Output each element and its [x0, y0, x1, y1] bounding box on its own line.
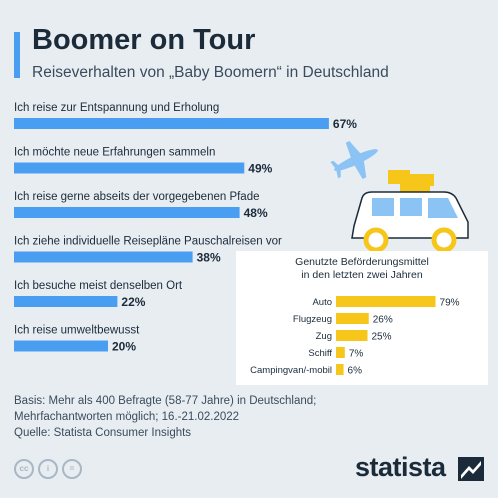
inset-bar: [336, 330, 368, 341]
by-icon[interactable]: i: [38, 459, 58, 479]
main-value-label: 22%: [121, 295, 145, 309]
inset-value-label: 26%: [373, 315, 393, 326]
inset-category-label: Zug: [316, 331, 332, 342]
main-category-label: Ich reise gerne abseits der vorgegebenen…: [14, 191, 260, 203]
main-bar: [14, 118, 329, 129]
main-bar: [14, 207, 240, 218]
footer-basis-line-2: Mehrfachantworten möglich; 16.-21.02.202…: [14, 411, 240, 423]
inset-title-line-2: in den letzten zwei Jahren: [301, 269, 423, 281]
inset-chart-card: Genutzte Beförderungsmittel in den letzt…: [236, 251, 488, 385]
main-value-label: 20%: [112, 340, 136, 354]
statista-logo-icon[interactable]: [458, 457, 484, 481]
main-category-label: Ich ziehe individuelle Reisepläne Pausch…: [14, 236, 282, 248]
main-category-label: Ich reise zur Entspannung und Erholung: [14, 102, 219, 114]
main-bar: [14, 162, 245, 174]
inset-category-label: Campingvan/-mobil: [250, 365, 332, 376]
page-subtitle: Reiseverhalten von „Baby Boomern“ in Deu…: [32, 64, 389, 81]
camper-van-icon: [351, 170, 469, 253]
main-category-label: Ich besuche meist denselben Ort: [14, 280, 183, 292]
footer-source: Quelle: Statista Consumer Insights: [14, 427, 192, 439]
inset-category-label: Auto: [312, 297, 332, 308]
main-value-label: 67%: [333, 117, 357, 131]
statista-logo-text[interactable]: statista: [355, 452, 446, 482]
inset-bar: [336, 347, 345, 358]
main-bar: [14, 296, 118, 307]
airplane-icon: [330, 141, 378, 179]
title-accent-bar: [14, 32, 20, 78]
footer-basis-line-1: Basis: Mehr als 400 Befragte (58-77 Jahr…: [14, 395, 317, 407]
inset-bar: [336, 296, 436, 307]
inset-bar: [336, 364, 344, 375]
main-value-label: 49%: [248, 162, 272, 176]
main-value-label: 38%: [197, 251, 221, 265]
inset-bar: [336, 313, 369, 324]
inset-value-label: 6%: [348, 366, 363, 377]
footer-notes: Basis: Mehr als 400 Befragte (58-77 Jahr…: [14, 393, 316, 441]
inset-value-label: 79%: [440, 298, 460, 309]
main-category-label: Ich reise umweltbewusst: [14, 325, 140, 337]
inset-category-label: Flugzeug: [293, 314, 332, 325]
inset-chart-svg: Auto 79% Flugzeug 26% Zug 25% Schiff 7% Campingv…: [250, 296, 460, 377]
main-category-label: Ich möchte neue Erfahrungen sammeln: [14, 147, 215, 159]
inset-value-label: 25%: [372, 332, 392, 343]
main-bar: [14, 340, 108, 352]
main-bar: [14, 251, 193, 263]
inset-category-label: Schiff: [308, 348, 332, 359]
main-value-label: 48%: [244, 206, 268, 220]
inset-value-label: 7%: [349, 349, 364, 360]
nd-icon[interactable]: =: [62, 459, 82, 479]
cc-icon[interactable]: cc: [14, 459, 34, 479]
page-title: Boomer on Tour: [32, 24, 256, 56]
inset-title-line-1: Genutzte Beförderungsmittel: [295, 256, 429, 268]
inset-chart-title: Genutzte Beförderungsmittel in den letzt…: [236, 256, 488, 282]
